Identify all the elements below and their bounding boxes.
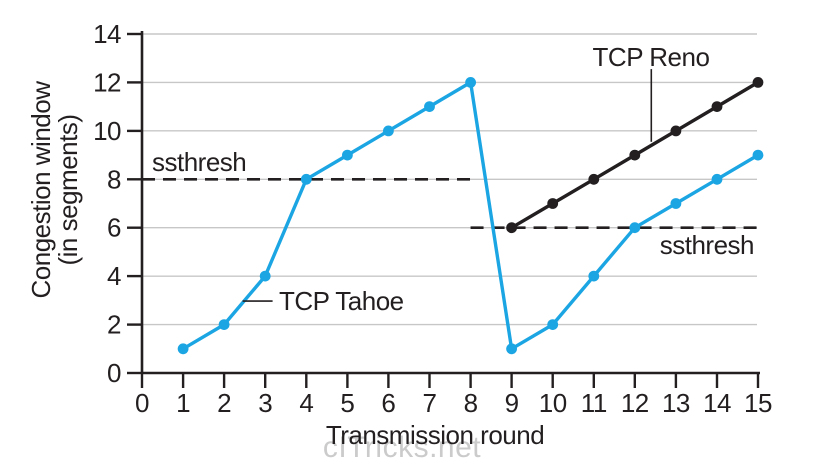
x-tick-label-0: 0 xyxy=(135,388,149,418)
x-axis-title: Transmission round xyxy=(326,420,544,450)
data-point-tcp-tahoe xyxy=(300,173,312,185)
data-point-tcp-tahoe xyxy=(506,343,517,355)
x-tick-label-11: 11 xyxy=(581,388,607,418)
x-tick-label-7: 7 xyxy=(423,388,437,418)
data-point-tcp-tahoe xyxy=(547,319,559,330)
data-point-tcp-tahoe xyxy=(259,270,271,282)
y-tick-label-2: 2 xyxy=(107,310,121,340)
data-point-tcp-tahoe xyxy=(670,198,682,209)
y-tick-label-10: 10 xyxy=(93,116,121,146)
data-point-tcp-reno xyxy=(506,222,517,234)
ssthresh-label-right: ssthresh xyxy=(660,230,754,260)
data-point-tcp-reno xyxy=(547,198,559,209)
watermark: cITricks.net xyxy=(323,431,481,464)
data-point-tcp-tahoe xyxy=(424,101,435,112)
y-tick-label-4: 4 xyxy=(107,261,121,291)
x-tick-label-5: 5 xyxy=(340,388,354,418)
tcp-tahoe-label: TCP Tahoe xyxy=(279,286,404,316)
data-point-tcp-tahoe xyxy=(177,343,189,355)
x-tick-label-8: 8 xyxy=(464,388,478,418)
data-point-tcp-tahoe xyxy=(218,319,230,330)
y-axis-title-line2: (in segments) xyxy=(53,115,83,266)
x-tick-label-4: 4 xyxy=(299,388,313,418)
chart-layer-grid xyxy=(142,33,759,326)
y-tick-label-0: 0 xyxy=(107,358,121,388)
ssthresh-label-left: ssthresh xyxy=(152,147,246,177)
x-tick-label-15: 15 xyxy=(744,388,772,418)
x-tick-label-10: 10 xyxy=(539,388,567,418)
data-point-tcp-tahoe xyxy=(383,125,394,137)
data-point-tcp-tahoe xyxy=(465,77,476,88)
data-point-tcp-reno xyxy=(752,77,764,88)
data-point-tcp-tahoe xyxy=(342,149,353,161)
data-point-tcp-reno xyxy=(588,173,600,185)
data-point-tcp-tahoe xyxy=(629,222,641,234)
y-tick-label-12: 12 xyxy=(93,67,121,97)
x-tick-label-12: 12 xyxy=(621,388,649,418)
x-tick-label-2: 2 xyxy=(217,388,231,418)
x-tick-label-1: 1 xyxy=(176,388,190,418)
chart-layer-series xyxy=(177,69,764,355)
data-point-tcp-reno xyxy=(670,125,682,137)
data-point-tcp-reno xyxy=(629,149,641,161)
y-tick-label-14: 14 xyxy=(93,19,121,49)
data-point-tcp-tahoe xyxy=(588,270,600,282)
tcp-reno-label: TCP Reno xyxy=(593,42,710,72)
data-point-tcp-tahoe xyxy=(752,149,764,161)
x-tick-label-14: 14 xyxy=(703,388,731,418)
x-tick-label-3: 3 xyxy=(258,388,272,418)
data-point-tcp-reno xyxy=(711,101,723,112)
y-tick-label-8: 8 xyxy=(107,164,121,194)
x-tick-label-6: 6 xyxy=(381,388,395,418)
y-axis-title-line1: Congestion window xyxy=(26,81,56,299)
x-tick-label-9: 9 xyxy=(505,388,519,418)
y-tick-label-6: 6 xyxy=(107,213,121,243)
x-tick-label-13: 13 xyxy=(662,388,690,418)
series-line-tcp-tahoe xyxy=(181,80,760,351)
data-point-tcp-tahoe xyxy=(711,173,723,185)
